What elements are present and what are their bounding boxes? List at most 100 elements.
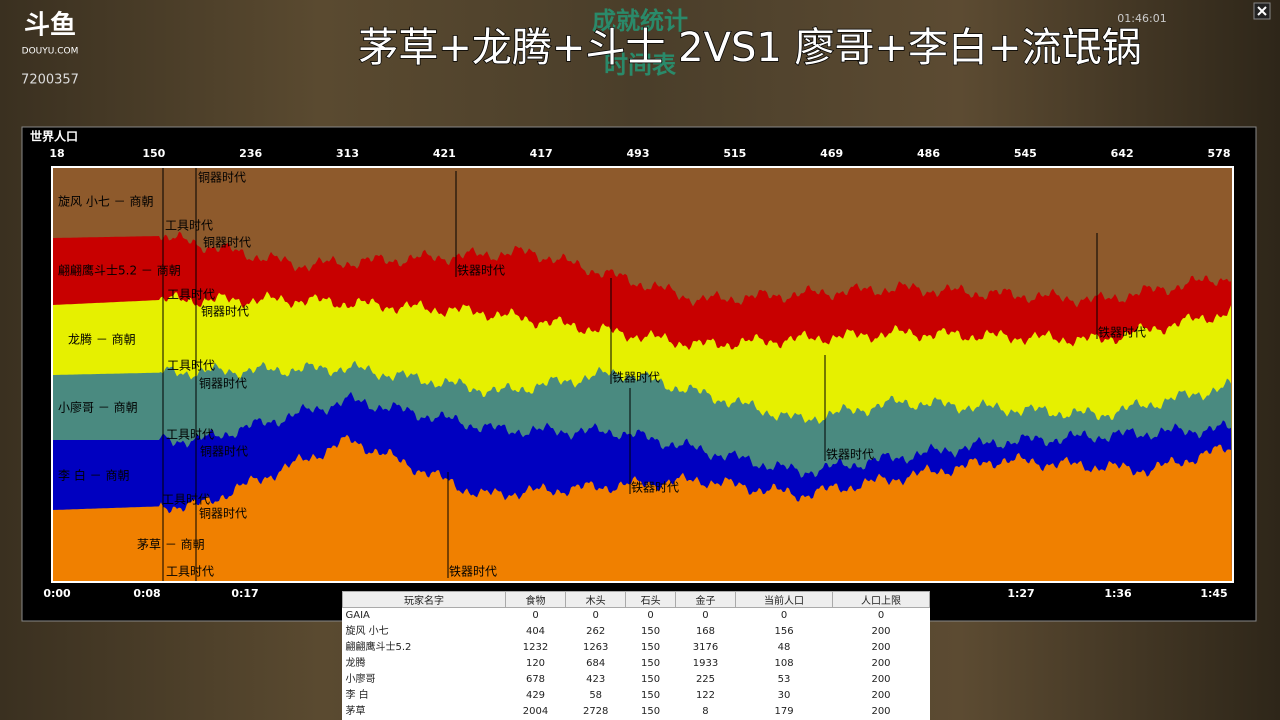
table-cell: 8 [702, 705, 709, 717]
close-icon [1257, 6, 1267, 16]
table-cell: 53 [777, 674, 791, 686]
player-label: 小廖哥 － 商朝 [58, 400, 138, 415]
table-cell: 0 [532, 610, 539, 622]
table-cell: 李 白 [345, 690, 369, 701]
age-marker: 工具时代 [167, 359, 215, 373]
table-cell: 0 [702, 610, 709, 622]
stream-title: 茅草+龙腾+斗士 2VS1 廖哥+李白+流氓锅 [358, 25, 1141, 71]
table-cell: 30 [777, 690, 791, 701]
table-header: 石头 [625, 591, 676, 608]
table-cell: 小廖哥 [345, 674, 376, 686]
population-label: 469 [820, 147, 843, 160]
population-label: 545 [1014, 147, 1037, 160]
score-table: 玩家名字 食物 木头 石头 金子 当前人口 人口上限 GAIA 0 0 0 0 0 0 旋风 小七 404 26… [342, 591, 930, 720]
population-label: 313 [336, 147, 359, 160]
population-label: 236 [239, 147, 262, 160]
table-cell: 2728 [582, 705, 609, 717]
room-id: 7200357 [21, 73, 79, 88]
age-marker: 铁器时代 [826, 448, 874, 462]
population-label: 18 [49, 147, 64, 160]
age-marker: 铁器时代 [631, 481, 679, 495]
population-label: 493 [627, 147, 650, 160]
time-label: 1:45 [1200, 587, 1227, 600]
population-label: 578 [1208, 147, 1231, 160]
table-row: 李 白 429 58 150 122 30 200 [343, 688, 930, 704]
table-cell: 0 [780, 610, 788, 622]
age-marker: 铜器时代 [200, 444, 248, 459]
table-cell: 200 [871, 674, 891, 686]
table-cell: 156 [774, 626, 794, 638]
population-label: 417 [530, 147, 553, 160]
population-label: 515 [723, 147, 746, 160]
clock: 01:46:01 [1117, 12, 1166, 25]
table-cell: 0 [877, 610, 885, 622]
table-cell: 茅草 [345, 705, 366, 717]
table-cell: 120 [525, 658, 546, 670]
table-cell: 旋风 小七 [345, 626, 389, 638]
age-marker: 铜器时代 [199, 376, 247, 391]
table-cell: 1232 [522, 642, 549, 654]
table-cell: 168 [695, 626, 716, 638]
player-label: 翩翩鹰斗士5.2 － 商朝 [58, 263, 181, 278]
player-label: 龙腾 － 商朝 [68, 332, 136, 347]
table-cell: 429 [525, 690, 546, 701]
time-label: 1:27 [1007, 587, 1034, 600]
table-row: 旋风 小七 404 262 150 168 156 200 [343, 624, 930, 640]
table-cell: 262 [586, 626, 606, 638]
time-label: 1:36 [1104, 587, 1132, 600]
table-header: 金子 [674, 591, 737, 608]
table-row: 茅草 2004 2728 150 8 179 200 [343, 704, 930, 720]
age-marker: 铜器时代 [198, 170, 246, 185]
table-cell: 684 [586, 658, 606, 670]
table-cell: 翩翩鹰斗士5.2 [345, 642, 412, 654]
table-cell: 48 [777, 642, 791, 654]
table-cell: 200 [871, 705, 891, 717]
band [53, 434, 1232, 581]
table-header: 食物 [504, 591, 567, 608]
age-marker: 铜器时代 [199, 506, 247, 521]
chart-frame [51, 166, 1234, 583]
time-label: 0:00 [43, 587, 71, 600]
age-marker: 铁器时代 [457, 264, 505, 278]
player-label: 李 白 － 商朝 [58, 468, 129, 483]
age-marker: 铁器时代 [612, 371, 660, 385]
table-cell: 150 [641, 674, 661, 686]
game-header: 成就统计 [592, 7, 688, 35]
population-label: 486 [917, 147, 940, 160]
population-label: 421 [433, 147, 456, 160]
age-marker: 工具时代 [166, 565, 214, 579]
table-cell: 3176 [692, 642, 719, 654]
population-label: 642 [1111, 147, 1134, 160]
table-row: GAIA 0 0 0 0 0 0 [343, 608, 930, 625]
table-cell: 678 [525, 674, 546, 686]
table-cell: 108 [774, 658, 794, 670]
player-label: 茅草 － 商朝 [137, 537, 205, 552]
game-header: 时间表 [604, 51, 677, 79]
logo: 斗鱼 [24, 11, 76, 41]
table-cell: 1933 [692, 658, 719, 670]
table-cell: 0 [592, 610, 599, 622]
age-marker: 铁器时代 [1098, 326, 1146, 340]
panel-title: 世界人口 [30, 129, 78, 144]
table-cell: 200 [871, 690, 891, 701]
logo-site: DOUYU.COM [22, 47, 79, 57]
table-row: 龙腾 120 684 150 1933 108 200 [343, 656, 930, 672]
table-row: 小廖哥 678 423 150 225 53 200 [343, 672, 930, 688]
age-marker: 铜器时代 [201, 304, 249, 319]
table-cell: 58 [589, 690, 603, 701]
table-cell: 200 [871, 626, 891, 638]
table-header: 人口上限 [832, 591, 930, 608]
table-cell: 1263 [582, 642, 609, 654]
table-cell: 122 [695, 690, 716, 701]
table-cell: 2004 [522, 705, 549, 717]
population-label: 150 [142, 147, 165, 160]
table-cell: 200 [871, 642, 891, 654]
age-marker: 工具时代 [167, 288, 215, 302]
table-cell: 423 [586, 674, 606, 686]
age-marker: 工具时代 [162, 493, 210, 507]
age-marker: 工具时代 [165, 219, 213, 233]
age-marker: 铁器时代 [449, 565, 497, 579]
table-cell: 150 [641, 658, 661, 670]
time-label: 0:08 [133, 587, 160, 600]
